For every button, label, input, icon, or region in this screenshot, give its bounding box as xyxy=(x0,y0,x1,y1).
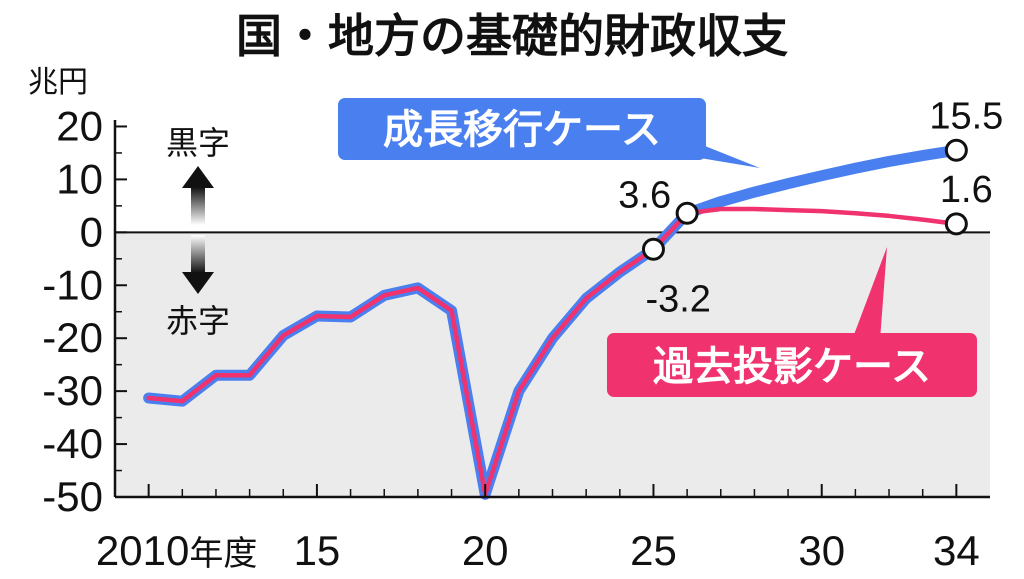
data-label: -3.2 xyxy=(645,278,710,320)
y-axis-unit: 兆円 xyxy=(28,65,88,100)
y-tick-label: -50 xyxy=(42,473,103,520)
y-tick-label: 20 xyxy=(56,102,103,149)
up-arrow-shaft xyxy=(191,187,205,225)
past-projection-line xyxy=(687,209,956,224)
x-tick-year: 15 xyxy=(294,527,341,574)
surplus-label: 黒字 xyxy=(166,124,230,162)
x-tick-label: 20 xyxy=(462,527,509,574)
data-point-marker xyxy=(643,239,663,259)
x-tick-suffix: 年度 xyxy=(189,534,257,574)
x-tick-label: 34 xyxy=(933,527,980,574)
chart-title: 国・地方の基礎的財政収支 xyxy=(236,9,788,63)
x-tick-label: 25 xyxy=(630,527,677,574)
deficit-label: 赤字 xyxy=(166,302,230,340)
data-point-marker xyxy=(677,203,697,223)
x-tick-label: 30 xyxy=(798,527,845,574)
x-tick-year: 34 xyxy=(933,527,980,574)
y-tick-label: -10 xyxy=(42,261,103,308)
y-tick-label: 10 xyxy=(56,155,103,202)
data-label: 15.5 xyxy=(929,95,1003,137)
y-tick-label: -20 xyxy=(42,314,103,361)
blue-banner-pointer xyxy=(700,144,760,168)
x-tick-year: 2010 xyxy=(96,527,189,574)
x-tick-year: 30 xyxy=(798,527,845,574)
y-tick-label: -40 xyxy=(42,420,103,467)
up-arrow-icon xyxy=(182,166,214,188)
data-point-marker xyxy=(946,214,966,234)
y-tick-label: 0 xyxy=(80,208,103,255)
x-tick-year: 20 xyxy=(462,527,509,574)
x-tick-label: 2010年度 xyxy=(96,527,257,574)
down-arrow-shaft xyxy=(191,235,205,273)
y-tick-label: -30 xyxy=(42,367,103,414)
data-label: 1.6 xyxy=(940,169,993,211)
data-label: 3.6 xyxy=(618,174,671,216)
pink-series-name: 過去投影ケース xyxy=(653,344,931,390)
blue-series-name: 成長移行ケース xyxy=(383,107,661,153)
data-point-marker xyxy=(946,140,966,160)
x-tick-label: 15 xyxy=(294,527,341,574)
x-tick-year: 25 xyxy=(630,527,677,574)
